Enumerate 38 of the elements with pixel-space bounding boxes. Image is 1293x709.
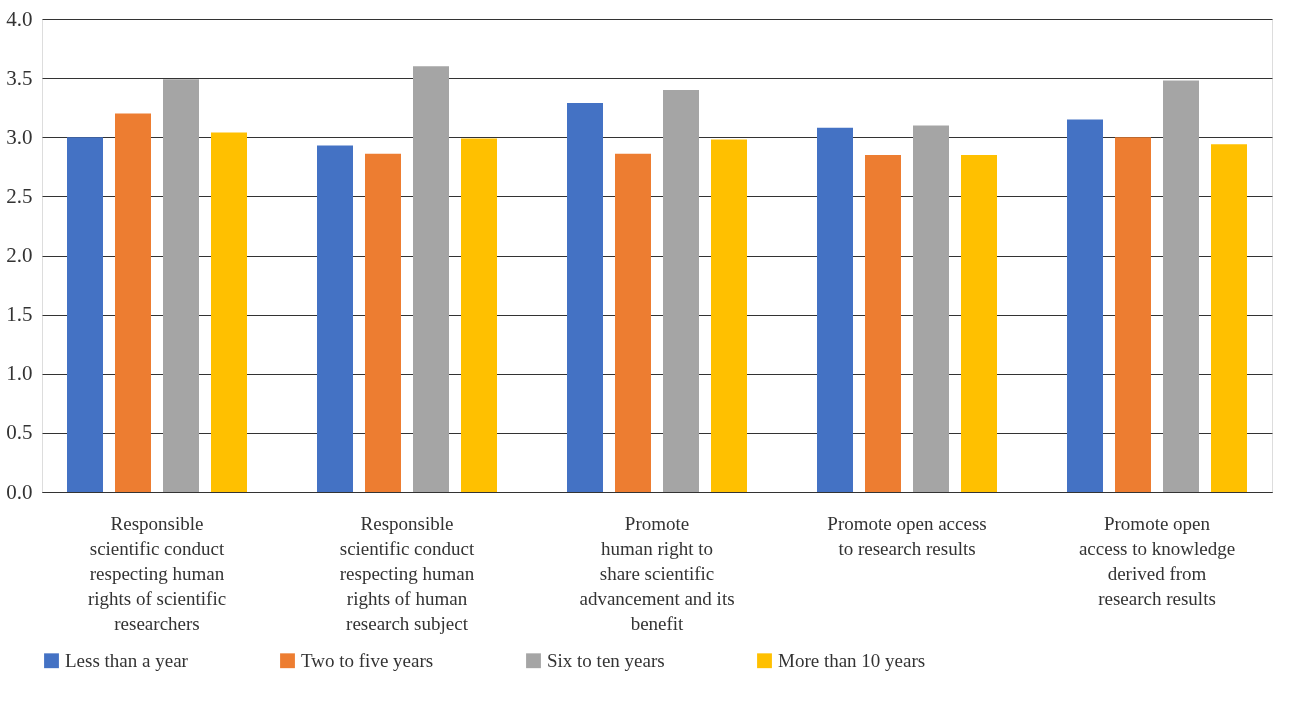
y-tick-label: 1.5 [6,302,33,327]
bar [365,153,401,492]
y-tick-label: 0.0 [6,479,33,504]
bar [711,139,747,492]
y-tick-label: 1.0 [6,361,33,386]
x-tick-label: Responsible scientific conduct respecting human rights of human research subject [339,512,475,634]
bar [817,127,853,492]
bar [1163,80,1199,492]
x-tick-label: Promote open access to research results [827,512,987,559]
bar [961,154,997,492]
bar [1115,137,1151,492]
bar [663,89,699,492]
y-tick-label: 3.0 [6,124,33,149]
bar [913,125,949,492]
y-tick-label: 2.0 [6,243,33,267]
legend-label: Less than a year [65,649,189,671]
legend-label: Two to five years [301,649,434,671]
y-tick-label: 4.0 [6,6,33,31]
bar [1067,119,1103,492]
bar [413,66,449,492]
bar [865,154,901,492]
x-tick-label: Responsible scientific conduct respecting human rights of scientific researchers [87,512,227,634]
bar [461,138,497,492]
y-tick-label: 3.5 [6,65,33,90]
bar [615,153,651,492]
bar [163,79,199,492]
x-tick-label: Promote human right to share scientific advancement and its benefit [579,512,735,634]
bar [67,137,103,492]
bar [1211,144,1247,492]
legend-label: More than 10 years [778,649,926,671]
x-tick-label: Promote open access to knowledge derived from research results [1078,512,1236,609]
y-tick-label: 2.5 [6,183,33,208]
bar [317,145,353,492]
bar [567,102,603,492]
y-tick-label: 0.5 [6,420,33,445]
legend-label: Six to ten years [547,649,665,671]
bar [211,132,247,492]
bar [115,113,151,492]
